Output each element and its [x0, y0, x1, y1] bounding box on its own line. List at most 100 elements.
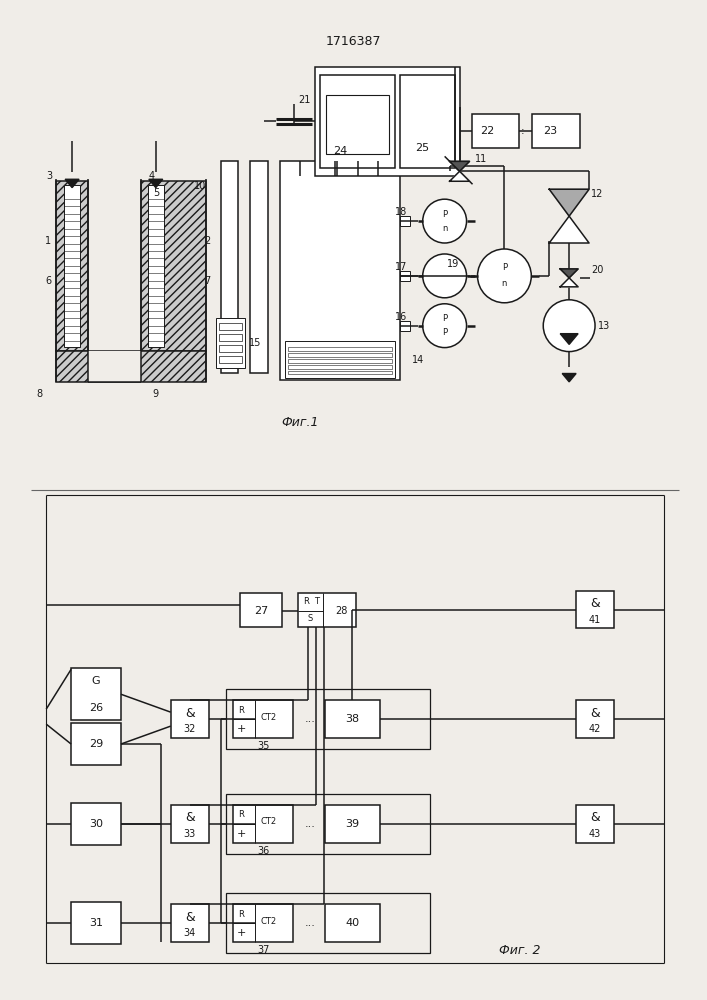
Text: 26: 26: [89, 703, 103, 713]
Bar: [315, 67, 460, 176]
Bar: [576, 700, 614, 738]
Bar: [221, 161, 238, 373]
Bar: [218, 345, 243, 352]
Polygon shape: [562, 373, 576, 382]
Polygon shape: [148, 179, 163, 188]
Text: P: P: [442, 314, 448, 323]
Polygon shape: [65, 179, 79, 188]
Text: CT2: CT2: [260, 713, 276, 722]
Text: T: T: [314, 597, 319, 606]
Text: 40: 40: [345, 918, 359, 928]
Bar: [280, 161, 400, 380]
Text: ...: ...: [305, 714, 315, 724]
Bar: [88, 351, 141, 382]
Text: 34: 34: [184, 928, 196, 938]
Text: &: &: [185, 707, 194, 720]
Polygon shape: [450, 161, 469, 171]
Text: :: :: [520, 126, 524, 136]
Text: n: n: [502, 279, 507, 288]
Polygon shape: [549, 189, 589, 216]
Circle shape: [477, 249, 531, 303]
Text: 28: 28: [335, 606, 347, 616]
Text: 24: 24: [333, 146, 347, 156]
Text: +: +: [237, 829, 246, 839]
Text: R: R: [238, 706, 245, 715]
Text: 31: 31: [89, 918, 103, 928]
Text: 29: 29: [89, 739, 103, 749]
Bar: [218, 356, 243, 363]
Bar: [233, 700, 293, 738]
Text: &: &: [185, 811, 194, 824]
Text: ...: ...: [305, 918, 315, 928]
Bar: [71, 803, 121, 845]
Bar: [64, 185, 80, 347]
Circle shape: [423, 254, 467, 298]
Text: +: +: [237, 724, 246, 734]
Text: P: P: [442, 328, 448, 337]
Text: 39: 39: [345, 819, 359, 829]
Text: 30: 30: [89, 819, 103, 829]
Bar: [170, 805, 209, 843]
Text: S: S: [308, 614, 312, 623]
Bar: [325, 700, 380, 738]
Bar: [576, 805, 614, 843]
Bar: [288, 353, 392, 357]
Text: 8: 8: [36, 389, 42, 399]
Text: 10: 10: [194, 181, 206, 191]
Bar: [226, 794, 430, 854]
Polygon shape: [560, 269, 578, 278]
Polygon shape: [560, 334, 578, 344]
Text: 32: 32: [183, 724, 196, 734]
Text: CT2: CT2: [260, 817, 276, 826]
Text: 12: 12: [591, 189, 603, 199]
Text: R: R: [303, 597, 309, 606]
Text: 3: 3: [46, 171, 52, 181]
Bar: [288, 347, 392, 351]
Text: P: P: [442, 210, 448, 219]
Bar: [71, 723, 121, 765]
Text: +: +: [237, 928, 246, 938]
Text: &: &: [590, 597, 600, 610]
Text: 23: 23: [543, 126, 557, 136]
Bar: [298, 593, 356, 627]
Text: &: &: [590, 707, 600, 720]
Bar: [400, 271, 410, 281]
Polygon shape: [549, 216, 589, 243]
Text: &: &: [185, 911, 194, 924]
Text: 33: 33: [184, 829, 196, 839]
Text: 11: 11: [475, 154, 488, 164]
Text: n: n: [442, 224, 448, 233]
Text: 35: 35: [257, 741, 269, 751]
Polygon shape: [450, 171, 469, 181]
Text: 37: 37: [257, 945, 269, 955]
Text: R: R: [238, 910, 245, 919]
Bar: [141, 181, 206, 351]
Text: 41: 41: [589, 615, 601, 625]
Bar: [400, 321, 410, 331]
Text: 1: 1: [45, 236, 52, 246]
Bar: [288, 371, 392, 374]
Text: 42: 42: [589, 724, 601, 734]
Text: 16: 16: [395, 312, 407, 322]
Text: 20: 20: [591, 265, 603, 275]
Text: 19: 19: [447, 259, 459, 269]
Text: P: P: [502, 263, 507, 272]
Text: Фиг. 2: Фиг. 2: [498, 944, 540, 957]
Bar: [170, 904, 209, 942]
Text: 38: 38: [345, 714, 359, 724]
Text: 25: 25: [415, 143, 428, 153]
Bar: [400, 216, 410, 226]
Bar: [288, 359, 392, 363]
Text: 4: 4: [148, 171, 155, 181]
Bar: [400, 75, 455, 168]
Text: 36: 36: [257, 846, 269, 856]
Text: 13: 13: [598, 321, 610, 331]
Text: 21: 21: [298, 95, 310, 105]
Text: 27: 27: [255, 606, 269, 616]
Polygon shape: [560, 278, 578, 287]
Bar: [226, 893, 430, 953]
Text: 2: 2: [204, 236, 211, 246]
Text: R: R: [238, 810, 245, 819]
Bar: [56, 181, 88, 351]
Bar: [325, 805, 380, 843]
